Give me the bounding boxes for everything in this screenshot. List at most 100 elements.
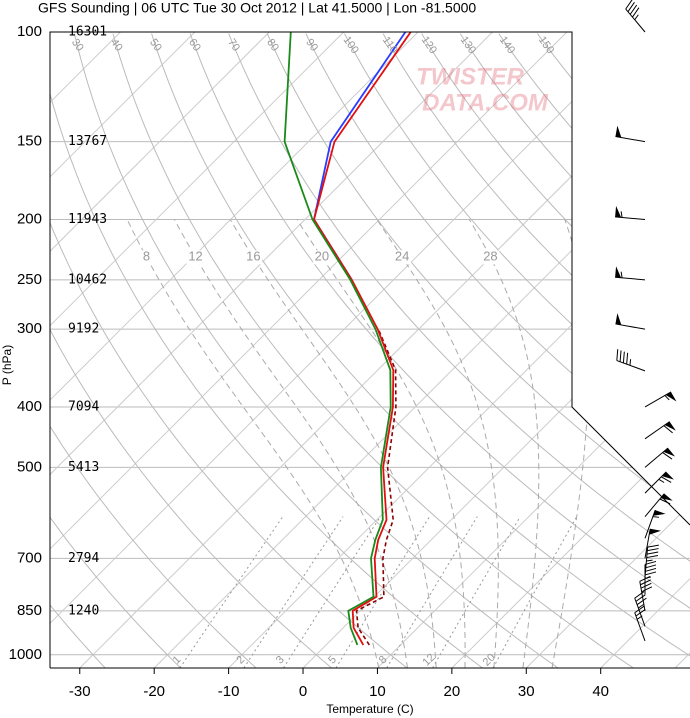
y-tick-label: 150 <box>17 133 42 150</box>
dry-adiabat <box>228 33 690 668</box>
barb-staff <box>644 471 667 494</box>
dry-adiabat-label: 90 <box>303 37 320 54</box>
mixing-ratio <box>492 516 578 668</box>
height-label: 2794 <box>68 551 99 566</box>
barb-half <box>652 516 660 518</box>
moist-adiabat <box>551 219 589 668</box>
barb-flag <box>615 125 622 138</box>
dry-adiabat <box>421 33 690 668</box>
watermark-line: DATA.COM <box>422 89 549 116</box>
x-tick-label: 30 <box>518 683 535 700</box>
barb-feather <box>627 2 635 12</box>
barb-feather <box>661 476 672 483</box>
barb-flag <box>663 448 676 457</box>
dry-adiabat-label: 30 <box>69 37 86 54</box>
barb-feather <box>646 555 659 559</box>
dry-adiabat-label: 50 <box>147 37 164 54</box>
barb-feather <box>635 594 646 602</box>
barb-feather <box>641 586 653 593</box>
dry-adiabat <box>50 33 332 668</box>
sounding-line <box>355 328 397 646</box>
wind-barb <box>615 205 646 220</box>
moist-adiabat-label: 16 <box>246 249 260 264</box>
dry-adiabat-label: 80 <box>264 37 281 54</box>
barb-half <box>634 14 639 21</box>
barb-half <box>636 615 643 620</box>
barb-flag <box>615 313 622 325</box>
height-label: 16301 <box>68 25 107 40</box>
moist-adiabat-label: 8 <box>143 249 150 264</box>
barb-flag <box>615 266 622 278</box>
height-label: 5413 <box>68 460 99 475</box>
barb-half <box>629 359 632 366</box>
moist-adiabat-label: 12 <box>188 249 202 264</box>
moist-adiabat <box>376 219 499 668</box>
isotherm <box>50 32 419 668</box>
isotherm <box>50 32 493 668</box>
barb-half <box>620 211 623 218</box>
chart-title: GFS Sounding | 06 UTC Tue 30 Oct 2012 | … <box>38 0 476 16</box>
wind-barb <box>634 605 646 642</box>
barb-half <box>658 478 665 483</box>
y-tick-label: 100 <box>17 23 42 40</box>
watermark-line: TWISTER <box>416 63 525 90</box>
height-label: 11943 <box>68 212 107 227</box>
height-label: 13767 <box>68 134 107 149</box>
x-tick-label: -30 <box>69 683 91 700</box>
dry-adiabat <box>73 33 559 668</box>
barb-flag <box>653 510 666 516</box>
x-tick-label: 20 <box>444 683 461 700</box>
mixing-ratio <box>283 516 381 668</box>
barb-feather <box>647 548 659 552</box>
y-tick-label: 400 <box>17 398 42 415</box>
moist-adiabat-label: 28 <box>483 249 497 264</box>
barb-feather <box>616 349 619 361</box>
y-tick-label: 300 <box>17 320 42 337</box>
wind-barb <box>615 313 646 330</box>
wind-barb <box>634 591 647 627</box>
barb-staff <box>615 323 646 330</box>
y-tick-label: 500 <box>17 458 42 475</box>
height-label: 7094 <box>68 399 99 414</box>
dry-adiabat-label: 70 <box>225 37 242 54</box>
barb-feather <box>634 591 645 599</box>
barb-half <box>638 604 644 609</box>
barb-flag <box>649 528 662 535</box>
wind-barb <box>644 471 674 494</box>
x-tick-label: -20 <box>143 683 165 700</box>
sounding-line <box>313 32 412 646</box>
wind-barb <box>616 349 646 372</box>
label-bg <box>186 250 205 265</box>
barb-half <box>646 559 653 562</box>
mixing-ratio <box>335 516 431 668</box>
isotherm <box>50 32 196 668</box>
barb-feather <box>622 351 625 364</box>
y-tick-label: 850 <box>17 602 42 619</box>
barb-flag <box>660 493 673 501</box>
dry-adiabat <box>305 33 690 668</box>
isotherm <box>50 32 642 668</box>
wind-barb <box>625 0 646 33</box>
dry-adiabat <box>266 33 690 668</box>
dry-adiabat <box>112 33 634 668</box>
barb-staff <box>634 597 646 627</box>
barb-half <box>664 395 670 401</box>
isotherm <box>451 32 690 668</box>
wind-barb <box>644 544 659 578</box>
wind-barb <box>644 391 677 408</box>
dry-adiabat <box>50 33 408 668</box>
wind-barb <box>644 421 676 440</box>
barb-staff <box>644 447 669 468</box>
barb-feather <box>636 597 647 606</box>
moist-adiabat-label: 20 <box>315 249 329 264</box>
barb-feather <box>635 609 646 617</box>
plot-frame <box>49 31 690 668</box>
barb-feather <box>640 579 651 586</box>
barb-feather <box>625 0 633 10</box>
barb-feather <box>644 564 657 569</box>
isotherm <box>50 32 270 668</box>
dry-adiabat <box>50 33 182 668</box>
label-bg <box>137 250 156 265</box>
